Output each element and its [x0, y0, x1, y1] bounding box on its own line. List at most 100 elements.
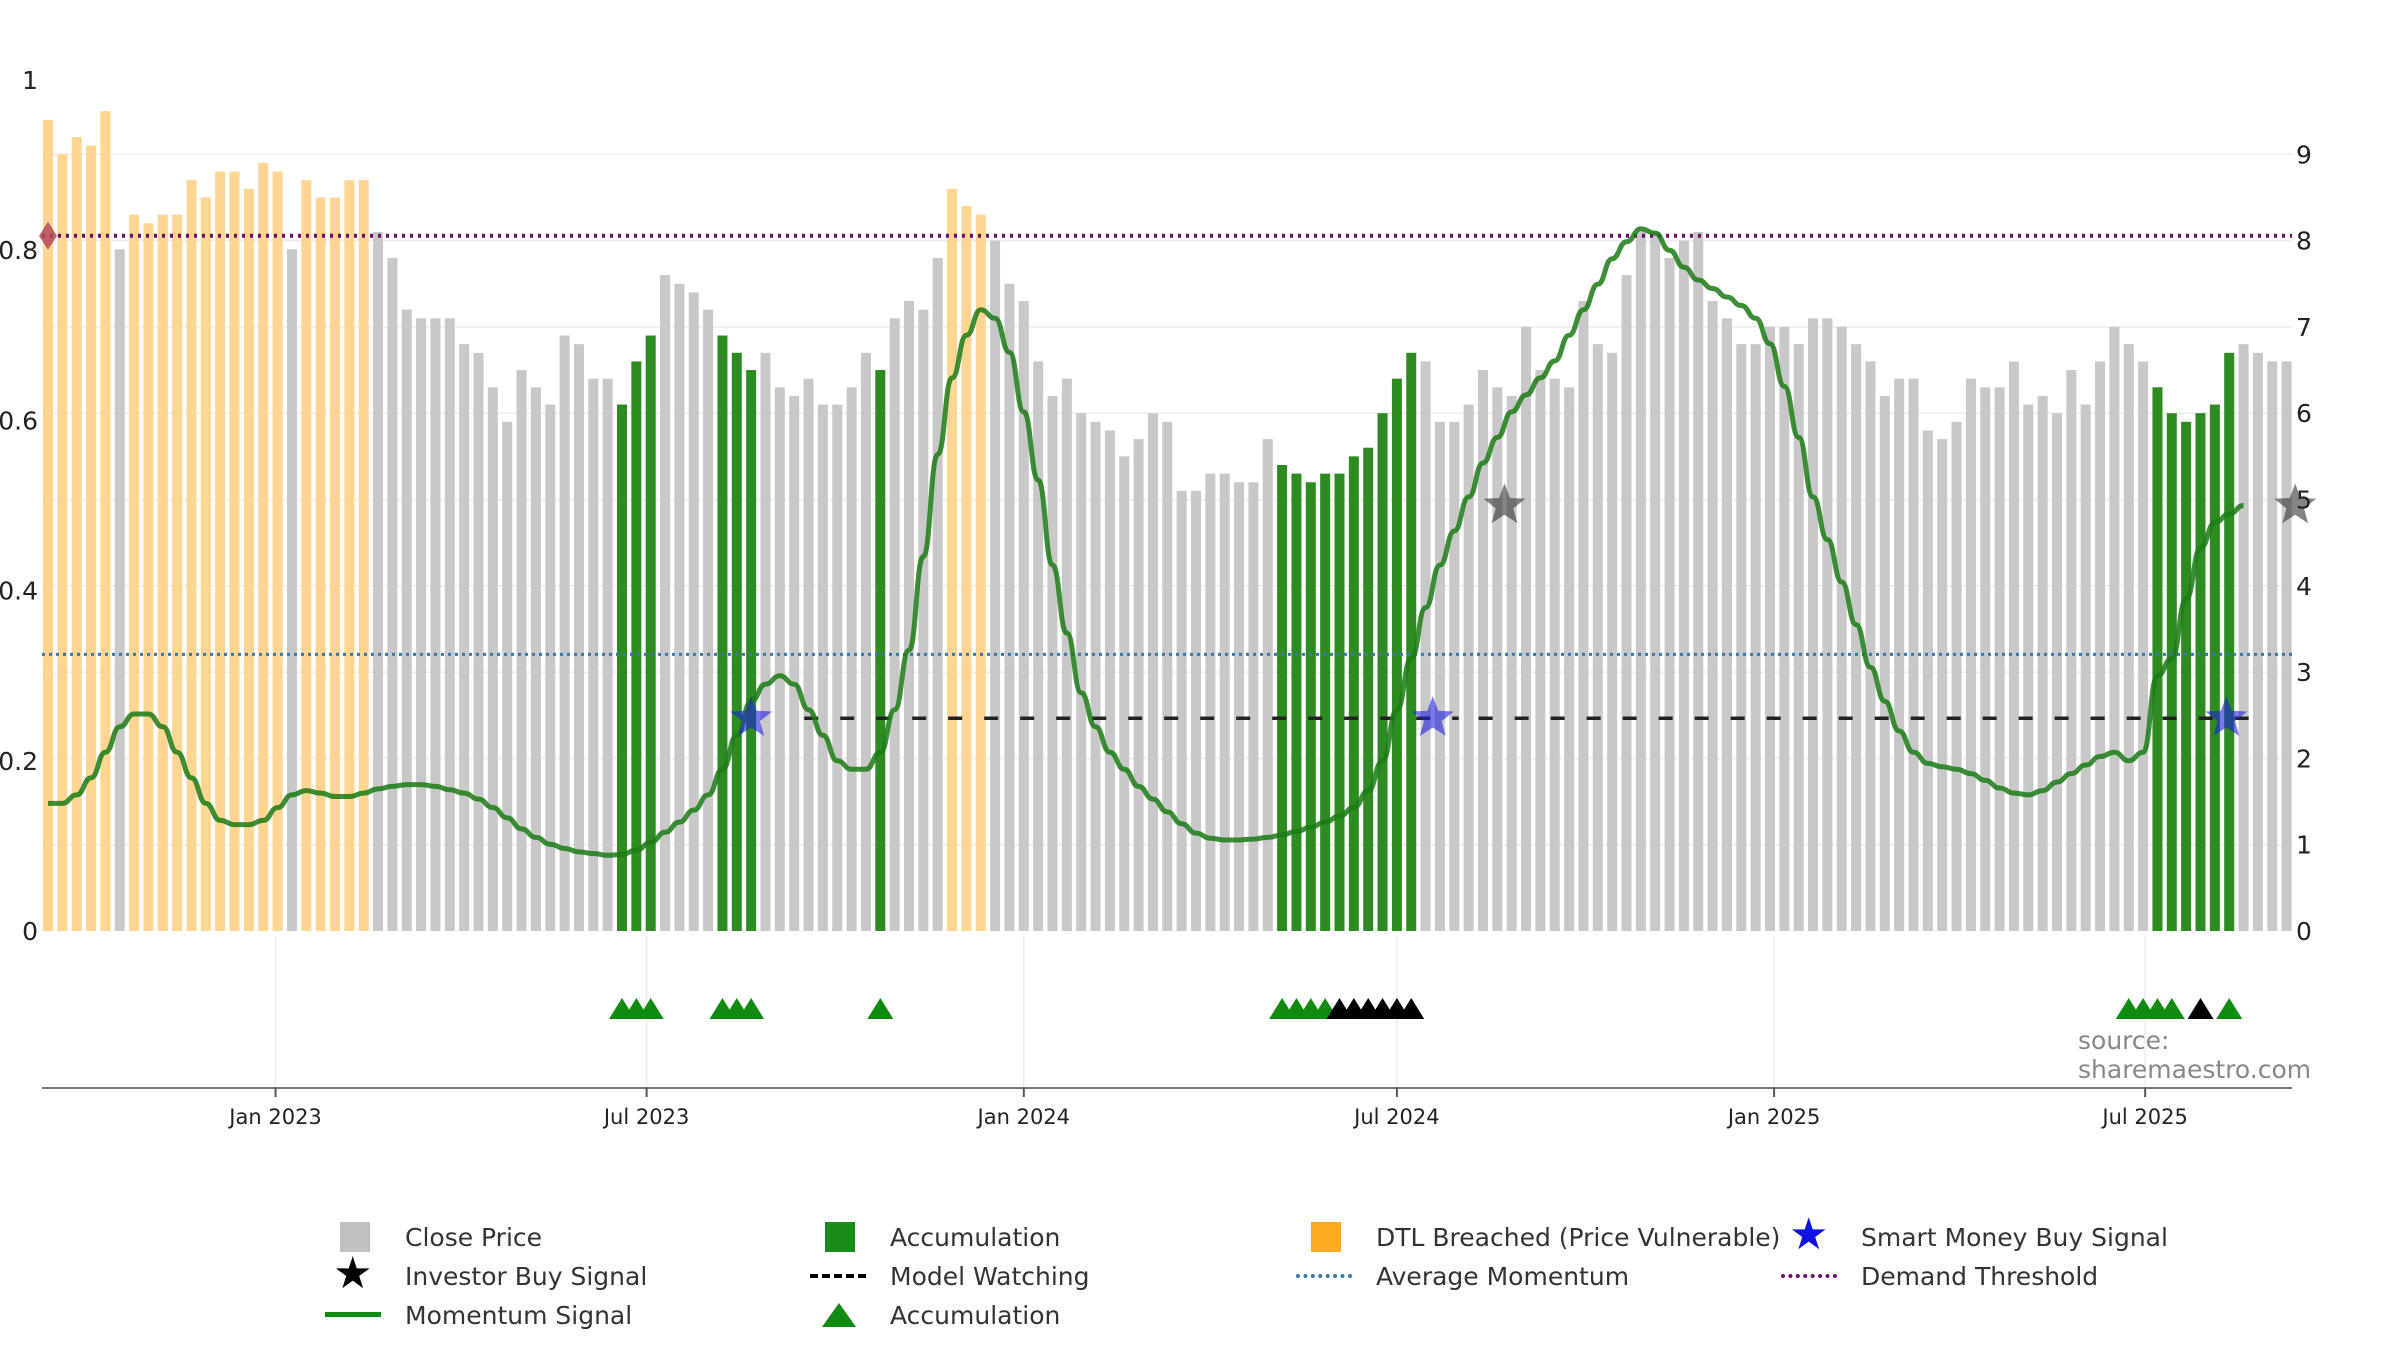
close-price-bar: [1463, 404, 1474, 931]
right-axis-tick-label: 2: [2296, 744, 2312, 773]
close-price-bar: [1047, 395, 1058, 931]
right-axis-tick-label: 7: [2296, 313, 2312, 342]
accumulation-triangle-black: [1398, 998, 1425, 1019]
close-price-bar: [1836, 326, 1847, 931]
close-price-bar: [1104, 430, 1115, 931]
close-price-bar: [1176, 490, 1187, 931]
close-price-bar: [1592, 344, 1603, 931]
close-price-bar: [2023, 404, 2034, 931]
close-price-bar: [1018, 301, 1029, 931]
close-price-bar: [1219, 473, 1230, 931]
close-price-bar: [2123, 344, 2134, 931]
close-price-bar: [186, 180, 197, 931]
close-price-bar: [1363, 447, 1374, 931]
close-price-bar: [1521, 326, 1532, 931]
close-price-bar: [731, 352, 742, 931]
close-price-bar: [1621, 275, 1632, 931]
close-price-bar: [1721, 318, 1732, 931]
close-price-bar: [1793, 344, 1804, 931]
close-price-bar: [918, 309, 929, 931]
close-price-bar: [817, 404, 828, 931]
close-price-bar: [1922, 430, 1933, 931]
close-price-bar: [1635, 231, 1646, 932]
close-price-bar: [674, 283, 685, 931]
x-tick-label: Jul 2023: [602, 1105, 689, 1129]
close-price-bar: [889, 318, 900, 931]
close-price-bar: [932, 257, 943, 931]
close-price-bar: [473, 352, 484, 931]
close-price-bar: [545, 404, 556, 931]
close-price-bar: [387, 257, 398, 931]
close-price-bar: [2052, 413, 2062, 931]
close-price-bar: [71, 137, 82, 932]
close-price-bar: [1506, 395, 1517, 931]
close-price-bar: [2138, 361, 2149, 931]
close-price-bar: [688, 292, 699, 931]
close-price-bar: [286, 249, 297, 932]
right-axis-tick-label: 0: [2296, 917, 2312, 946]
close-price-bar: [358, 180, 369, 931]
close-price-bar: [1291, 473, 1302, 931]
x-tick-label: Jan 2025: [1726, 1105, 1821, 1129]
close-price-bar: [703, 309, 714, 931]
x-tick-label: Jul 2025: [2100, 1105, 2187, 1129]
close-price-bar: [1234, 482, 1245, 931]
x-tick-label: Jan 2024: [976, 1105, 1071, 1129]
close-price-bar: [502, 421, 513, 931]
accumulation-triangle: [738, 998, 765, 1019]
accumulation-triangle: [2216, 998, 2243, 1019]
close-price-bar: [243, 188, 254, 931]
close-price-bar: [143, 223, 154, 932]
smart-money-buy-star: [2205, 696, 2248, 736]
close-price-bar: [789, 395, 800, 931]
close-price-bar: [1693, 231, 1704, 932]
right-axis-tick-label: 6: [2296, 399, 2312, 428]
close-price-bar: [875, 370, 886, 931]
close-price-bar: [975, 214, 986, 931]
close-price-bar: [1736, 344, 1747, 931]
close-price-bar: [1033, 361, 1044, 931]
close-price-bar: [1664, 257, 1675, 931]
close-price-bar: [1320, 473, 1331, 931]
close-price-bar: [215, 171, 226, 931]
right-axis-tick-label: 1: [2296, 831, 2312, 860]
close-price-bar: [602, 378, 613, 931]
close-price-bar: [645, 335, 656, 931]
close-price-bar: [157, 214, 168, 931]
close-price-bar: [1076, 413, 1087, 931]
close-price-bar: [573, 344, 584, 931]
close-price-bar: [1191, 490, 1201, 931]
close-price-bar: [1420, 361, 1431, 931]
close-price-bar: [1607, 352, 1618, 931]
close-price-bar: [1377, 413, 1388, 931]
close-price-bar: [1391, 378, 1402, 931]
close-price-bar: [1650, 231, 1661, 932]
close-price-bar: [516, 370, 527, 931]
threshold-start-marker: [39, 221, 57, 250]
close-price-bar: [1951, 421, 1962, 931]
accumulation-triangle-black: [2187, 998, 2214, 1019]
close-price-bar: [301, 180, 312, 931]
close-price-bar: [1707, 301, 1718, 931]
close-price-bar: [330, 197, 340, 931]
close-price-bar: [1492, 387, 1503, 931]
close-price-bar: [904, 301, 914, 931]
close-price-bar: [2224, 352, 2235, 931]
right-axis-tick-label: 8: [2296, 227, 2312, 256]
close-price-bar: [416, 318, 427, 931]
x-tick-label: Jan 2023: [227, 1105, 322, 1129]
close-price-bar: [1478, 370, 1488, 931]
close-price-bar: [631, 361, 642, 931]
left-axis-tick-label: 0.6: [0, 406, 38, 435]
close-price-bar: [1822, 318, 1833, 931]
close-price-bar: [2166, 413, 2177, 931]
close-price-bar: [774, 387, 785, 931]
close-price-bar: [487, 387, 498, 931]
close-price-bar: [86, 145, 97, 932]
close-price-bar: [444, 318, 455, 931]
source-label: source: sharemaestro.com: [2078, 1026, 2312, 1084]
close-price-bar: [2252, 352, 2263, 931]
close-price-bar: [1205, 473, 1216, 931]
close-price-bar: [172, 214, 183, 931]
